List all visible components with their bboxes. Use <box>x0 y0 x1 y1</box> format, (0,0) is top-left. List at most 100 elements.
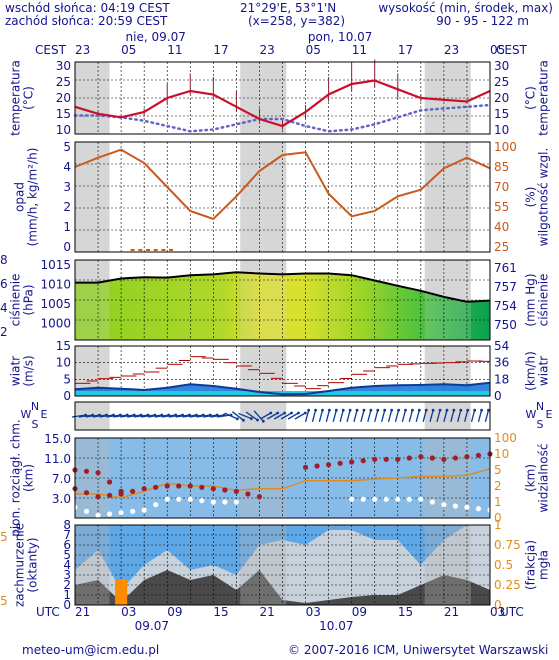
wind-arrow-head <box>235 417 239 421</box>
precip-axis-label-line: (mm/h, kg/m²/h) <box>26 148 40 247</box>
fog-tick: 1 <box>494 518 502 532</box>
wind-direction-arrow <box>232 411 244 421</box>
cloud-dot <box>233 488 239 494</box>
clipped-tick: 5 <box>0 594 8 608</box>
cloud-dot <box>360 496 366 502</box>
wind-arrow-head <box>249 417 253 420</box>
bottom-date-label: 09.07 <box>135 619 169 633</box>
visibility-axis: (km) widzialność <box>524 444 551 513</box>
wind-arrow-head <box>424 408 428 412</box>
cloud-dot <box>95 494 101 500</box>
cloud-octa-tick: 6 <box>63 538 71 552</box>
fog-axis-line: (frakcja) <box>524 540 538 590</box>
bottom-hour-tick: 21 <box>444 605 459 619</box>
cloud-dot <box>429 499 435 505</box>
panel-frame <box>74 401 491 431</box>
wind-arrow-head <box>487 408 490 412</box>
low-cloud-area <box>75 570 490 605</box>
temp-tick-left: 20 <box>56 91 71 105</box>
copyright-text: © 2007-2016 ICM, Uniwersytet Warszawski <box>288 643 549 657</box>
bottom-hour-tick: 15 <box>213 605 228 619</box>
wind-direction-arrow <box>470 410 476 422</box>
wind-direction-arrow <box>168 414 183 418</box>
cloud-dot <box>395 496 401 502</box>
wind-arrow-head <box>307 408 311 412</box>
cloud-dot <box>326 462 332 468</box>
cloud-dot <box>199 498 205 504</box>
bottom-hour-tick: 09 <box>352 605 367 619</box>
wind-direction-arrow <box>415 410 420 422</box>
humidity-tick: 100 <box>494 140 517 154</box>
precip-tick: 5 <box>63 140 71 154</box>
temp-tick-right: 20 <box>494 91 509 105</box>
wind-tick-kmh: 36 <box>494 356 509 370</box>
wind-axis-right: (km/h) wiatr <box>524 351 551 391</box>
wind-arrow-head <box>473 408 477 412</box>
wind-direction-arrow <box>463 410 469 422</box>
cloud-octa-tick: 5 <box>63 548 71 562</box>
temperature-axis-left: temperatura (°C) <box>9 60 36 136</box>
compass-n: N <box>536 400 544 413</box>
wind-tick-ms: 10 <box>56 356 71 370</box>
cloud-dot <box>256 494 263 500</box>
wind-direction-arrow <box>273 412 285 420</box>
compass-e: E <box>41 408 48 421</box>
top-axis-zone: CEST <box>35 43 67 57</box>
top-hour-tick: 23 <box>259 43 274 57</box>
cloud-dot <box>222 499 228 505</box>
wind-direction-arrow <box>203 414 218 418</box>
contact-email[interactable]: meteo-um@icm.edu.pl <box>22 643 160 657</box>
wind-direction-arrow <box>253 410 264 422</box>
cloud-dot <box>95 470 101 476</box>
wind-arrow-head <box>417 408 421 412</box>
visibility-tick: 100 <box>494 431 517 445</box>
wind-direction-arrow <box>280 412 292 420</box>
bottom-axis-zone: UTC <box>500 605 524 619</box>
visibility-tick: 2 <box>494 479 502 493</box>
wind-arrow-head <box>327 408 331 412</box>
wind-tick-kmh: 0 <box>494 389 502 403</box>
temperature-axis-right: (°C) temperatura <box>524 60 551 136</box>
clipped-tick: 6 <box>0 277 8 291</box>
wind-axis-right-line: wiatr <box>537 356 551 386</box>
precip-bar <box>169 249 174 251</box>
dewpoint-line <box>73 103 492 133</box>
cloud-dot <box>372 456 378 462</box>
cloud-extent-tick: 3.0 <box>52 492 71 506</box>
wind-direction-arrow <box>360 410 365 422</box>
visibility-tick: 10 <box>494 447 509 461</box>
pressure-axis-right-line: ciśnienie <box>537 274 551 327</box>
wind-arrow-head <box>276 411 280 415</box>
wind-direction-arrow <box>127 414 142 418</box>
wind-direction-arrow <box>311 410 317 422</box>
wind-direction-arrow <box>457 410 462 422</box>
cloud-dot <box>83 508 90 514</box>
cloud-dot <box>141 486 147 492</box>
wind-direction-arrow <box>78 414 93 418</box>
fog-tick: 0.25 <box>494 578 521 592</box>
wind-arrow-head <box>314 408 317 412</box>
cloud-dot <box>118 510 124 516</box>
top-date-label: nie, 09.07 <box>126 30 186 44</box>
compass-n: N <box>31 400 39 413</box>
cloud-dot <box>141 507 147 513</box>
wind-direction-arrow <box>450 410 455 422</box>
bottom-hour-tick: 03 <box>490 605 505 619</box>
cloud-dot <box>153 502 159 508</box>
wind-direction-arrow <box>140 414 156 418</box>
wind-arrow-head <box>348 408 352 412</box>
panel-frame <box>74 259 491 341</box>
cloud-dot <box>383 456 389 462</box>
wind-direction-arrow <box>304 410 310 422</box>
wind-direction-arrow <box>325 410 331 422</box>
pressure-tick-mmhg: 761 <box>494 261 517 275</box>
fog-tick: 0.5 <box>494 558 513 572</box>
precip-bar <box>138 249 143 251</box>
wind-arrow-head <box>321 408 324 412</box>
temperature-line <box>74 79 491 128</box>
humidity-tick: 85 <box>494 160 509 174</box>
wind-arrow-head <box>390 408 394 412</box>
top-hour-tick: 17 <box>398 43 413 57</box>
cloud-dot <box>475 452 482 458</box>
